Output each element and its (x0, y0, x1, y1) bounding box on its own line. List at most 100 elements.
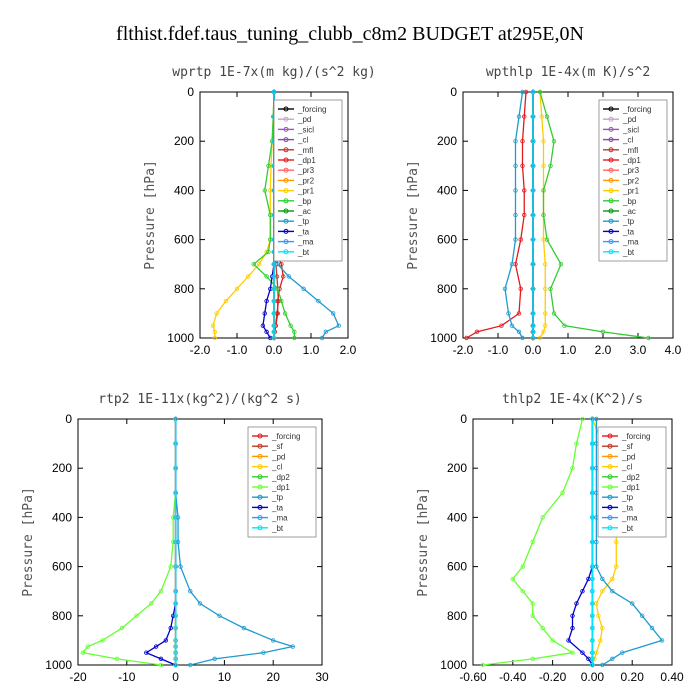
legend-marker (608, 157, 614, 163)
y-axis-label: Pressure [hPa] (406, 160, 421, 270)
data-point (188, 662, 193, 668)
x-tick-label: -10 (118, 670, 136, 684)
panel-title: thlp2 1E-4x(K^2)/s (502, 392, 643, 407)
data-point (282, 311, 288, 316)
legend-label: _forcing (622, 105, 651, 114)
legend-label: _pr3 (622, 166, 640, 175)
x-tick-label: 10 (218, 670, 232, 684)
series-line-tp (504, 91, 524, 339)
data-point (590, 576, 595, 582)
data-point (301, 286, 306, 291)
x-tick-label: 1.0 (560, 343, 577, 357)
series-line-dp1 (482, 418, 584, 666)
y-tick-label: 400 (437, 183, 457, 197)
data-point (281, 274, 286, 279)
legend-label: _forcing (621, 432, 650, 441)
legend-label: _pr1 (622, 187, 640, 196)
y-tick-label: 600 (174, 233, 194, 247)
data-point (173, 662, 178, 668)
data-point (510, 576, 515, 582)
legend-marker (283, 147, 289, 153)
panel-2: wpthlp 1E-4x(m K)/s^2 Pressure [hPa] -2.0-… (406, 65, 682, 357)
legend-marker (283, 188, 289, 194)
data-point (271, 323, 277, 328)
data-point (251, 262, 256, 267)
legend-label: _ac (622, 207, 636, 216)
data-point (516, 329, 522, 335)
legend-label: _ta (621, 503, 634, 512)
data-point (522, 212, 527, 218)
data-point (530, 163, 536, 168)
y-tick-label: 600 (437, 233, 457, 247)
legend-label: _pr3 (297, 166, 315, 175)
legend-label: _pd (297, 115, 311, 124)
legend-label: _cl (297, 136, 308, 145)
legend-label: _dp1 (271, 483, 290, 492)
legend-marker (607, 464, 613, 470)
legend-label: _ta (271, 503, 284, 512)
legend-label: _mfl (297, 146, 313, 155)
x-tick-label: 0.0 (525, 343, 542, 357)
data-point (158, 656, 164, 662)
data-point (241, 625, 247, 631)
data-point (639, 613, 645, 618)
data-point (271, 298, 277, 304)
legend-marker (257, 453, 263, 459)
legend-label: _bp (297, 197, 312, 206)
data-point (541, 188, 546, 193)
series-line-bp (539, 91, 649, 339)
x-tick-label: -2.0 (190, 343, 211, 357)
data-point (530, 114, 536, 119)
data-point (518, 286, 523, 291)
data-point (590, 638, 595, 643)
legend-marker (608, 188, 614, 194)
legend-label: _dp1 (622, 156, 641, 165)
data-point (212, 329, 217, 335)
data-point (323, 329, 328, 335)
legend-label: _forcing (297, 105, 326, 114)
legend: _forcing_sf_pd _cl_dp2_dp1_tp_ta _ma_bt (247, 426, 317, 538)
legend-marker (257, 494, 263, 500)
legend-label: _pr2 (622, 176, 640, 185)
data-point (212, 335, 217, 341)
y-tick-label: 400 (174, 183, 194, 197)
data-point (173, 613, 178, 618)
legend-label: _tp (297, 217, 310, 226)
legend-label: _cl (622, 136, 633, 145)
legend-marker (607, 474, 613, 480)
data-point (520, 335, 525, 341)
legend-marker (257, 504, 263, 510)
data-point (516, 311, 522, 316)
data-point (543, 262, 548, 267)
data-point (558, 262, 564, 267)
data-point (530, 323, 536, 328)
data-point (271, 329, 277, 335)
data-point (541, 329, 546, 335)
data-point (502, 286, 508, 291)
series-line-ta (567, 419, 594, 666)
data-point (266, 249, 271, 255)
data-point (288, 323, 293, 328)
y-tick-label: 400 (447, 510, 467, 524)
data-point (530, 613, 535, 618)
data-point (580, 416, 585, 422)
data-point (570, 625, 575, 631)
legend-label: _pd (271, 452, 285, 461)
x-tick-label: 0 (172, 670, 179, 684)
data-point (570, 466, 575, 471)
data-point (590, 662, 595, 668)
legend-label: _ta (622, 227, 635, 236)
data-point (134, 613, 139, 618)
data-point (590, 564, 595, 569)
legend-label: _tp (271, 493, 284, 502)
data-point (530, 539, 535, 545)
legend-label: _bp (622, 197, 637, 206)
legend-label: _ac (297, 207, 311, 216)
data-point (530, 601, 535, 606)
data-point (570, 613, 575, 618)
data-point (319, 335, 325, 341)
legend-label: _bt (271, 524, 284, 533)
data-point (522, 188, 527, 193)
data-point (646, 335, 651, 341)
